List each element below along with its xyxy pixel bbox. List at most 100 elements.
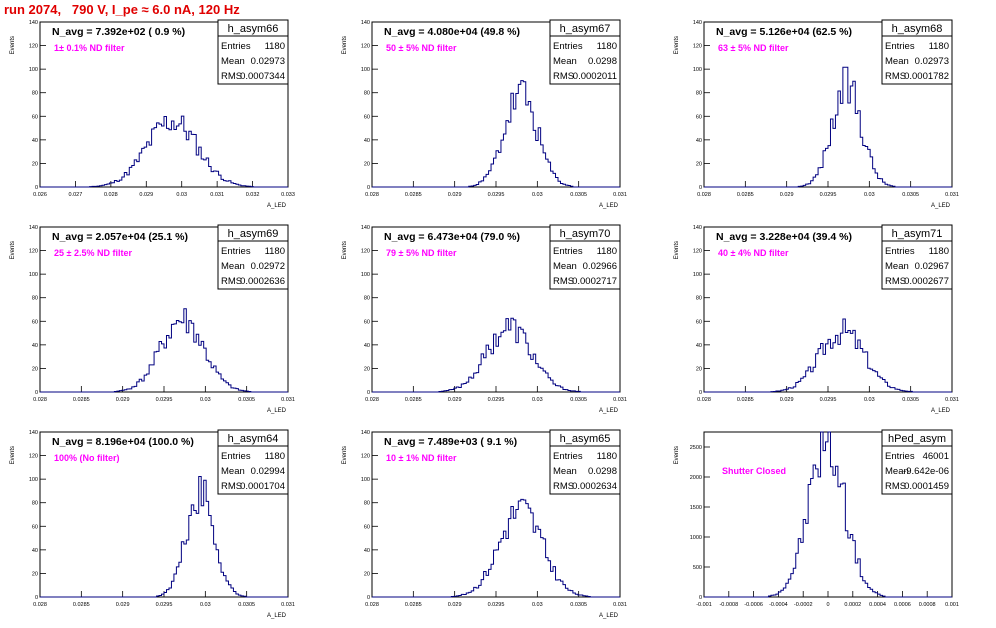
y-tick-label: 0	[699, 390, 702, 396]
x-tick-label: 0.028	[365, 602, 379, 608]
stat-value: 0.0298	[588, 466, 617, 477]
y-tick-label: 60	[364, 114, 370, 120]
stat-label: Entries	[553, 246, 583, 257]
stat-value: 0.0002677	[904, 276, 949, 287]
x-tick-label: 0.0305	[238, 602, 255, 608]
x-tick-label: 0.029	[139, 192, 153, 198]
x-tick-label: 0.03	[532, 397, 543, 403]
x-tick-label: 0.03	[200, 602, 211, 608]
histogram-name: h_asym67	[560, 23, 611, 35]
x-tick-label: 0.031	[281, 397, 295, 403]
histogram-name: h_asym64	[228, 433, 279, 445]
stats-body-box	[217, 240, 289, 290]
stat-value: 0.0001704	[240, 481, 285, 492]
x-tick-label: 0.029	[448, 602, 462, 608]
x-tick-label: 0.0295	[156, 602, 173, 608]
y-tick-label: 140	[361, 430, 370, 436]
stat-label: Mean	[553, 56, 577, 67]
filter-note: 40 ± 4% ND filter	[718, 248, 789, 258]
stat-label: RMS	[221, 481, 242, 492]
y-tick-label: 60	[696, 319, 702, 325]
y-tick-label: 140	[693, 225, 702, 231]
histogram-series	[704, 318, 952, 393]
stat-value: 1180	[597, 41, 617, 52]
x-tick-label: 0.028	[697, 192, 711, 198]
stat-value: 0.0001782	[904, 71, 949, 82]
y-tick-label: 2500	[690, 445, 702, 451]
stats-box: h_asym67 Entries 1180 Mean 0.0298 RMS0.000201…	[549, 19, 621, 85]
x-tick-label: 0.0295	[156, 397, 173, 403]
y-tick-label: 120	[361, 44, 370, 50]
y-tick-label: 100	[693, 272, 702, 278]
stat-label: Mean	[885, 466, 909, 477]
x-tick-label: 0.031	[945, 397, 959, 403]
stat-value: 1180	[929, 41, 949, 52]
x-tick-label: 0.033	[281, 192, 295, 198]
navg-label: N_avg = 7.392e+02 ( 0.9 %)	[52, 26, 185, 38]
stats-box: h_asym71 Entries 1180 Mean 0.02967 RMS0.00026…	[881, 224, 953, 290]
x-tick-label: 0.029	[780, 397, 794, 403]
y-tick-label: 60	[32, 524, 38, 530]
histogram-series	[704, 431, 952, 598]
filter-note: 63 ± 5% ND filter	[718, 43, 789, 53]
stat-value: 1180	[597, 451, 617, 462]
x-tick-label: 0.0285	[737, 397, 754, 403]
x-tick-label: 0.031	[945, 192, 959, 198]
y-tick-label: 120	[693, 249, 702, 255]
stat-label: Entries	[885, 451, 915, 462]
histogram-name: h_asym69	[228, 228, 279, 240]
stat-value: 0.02966	[583, 261, 617, 272]
stats-body-box	[549, 35, 621, 85]
stat-label: Entries	[221, 41, 251, 52]
x-tick-label: 0.031	[210, 192, 224, 198]
y-tick-label: 20	[696, 161, 702, 167]
x-tick-label: 0.032	[246, 192, 260, 198]
stat-label: Entries	[885, 41, 915, 52]
y-tick-label: 80	[364, 91, 370, 97]
y-tick-label: 40	[696, 138, 702, 144]
stat-label: Mean	[553, 261, 577, 272]
stat-value: 0.02973	[251, 56, 285, 67]
stat-value: 1180	[265, 246, 285, 257]
y-tick-label: 80	[32, 296, 38, 302]
stats-body-box	[881, 35, 953, 85]
stat-label: RMS	[553, 481, 574, 492]
y-tick-label: 0	[367, 185, 370, 191]
x-tick-label: 0.027	[69, 192, 83, 198]
y-tick-label: 140	[361, 20, 370, 26]
stats-box: h_asym70 Entries 1180 Mean 0.02966 RMS0.00027…	[549, 224, 621, 290]
y-axis-label: Events	[674, 36, 680, 54]
filter-note: Shutter Closed	[722, 466, 786, 476]
y-tick-label: 100	[29, 477, 38, 483]
filter-note: 10 ± 1% ND filter	[386, 453, 457, 463]
y-axis-label: Events	[10, 446, 16, 464]
histogram-panel: Events A_LED 0 20 40 60 80 100 120 140 0.028 0.0285…	[342, 19, 627, 209]
stat-value: 0.02972	[251, 261, 285, 272]
stats-body-box	[217, 35, 289, 85]
y-tick-label: 80	[696, 296, 702, 302]
x-axis-label: A_LED	[599, 613, 619, 619]
histogram-series	[372, 317, 620, 393]
stat-label: Mean	[885, 56, 909, 67]
stats-body-box	[217, 445, 289, 495]
y-tick-label: 40	[32, 343, 38, 349]
navg-label: N_avg = 6.473e+04 (79.0 %)	[384, 231, 520, 243]
x-tick-label: 0.0295	[488, 192, 505, 198]
y-tick-label: 20	[364, 571, 370, 577]
y-tick-label: 100	[693, 67, 702, 73]
x-axis-label: A_LED	[931, 408, 951, 414]
histogram-name: h_asym66	[228, 23, 279, 35]
x-tick-label: 0	[826, 602, 829, 608]
histogram-panel: Events A_LED 0 20 40 60 80 100 120 140 0.026 0.027 0…	[10, 19, 295, 209]
stats-body-box	[549, 240, 621, 290]
stat-label: Entries	[221, 451, 251, 462]
filter-note: 25 ± 2.5% ND filter	[54, 248, 132, 258]
filter-note: 1± 0.1% ND filter	[54, 43, 125, 53]
stat-label: RMS	[221, 71, 242, 82]
x-tick-label: -0.0008	[719, 602, 738, 608]
stats-body-box	[549, 445, 621, 495]
x-tick-label: 0.03	[864, 192, 875, 198]
x-tick-label: 0.028	[697, 397, 711, 403]
y-tick-label: 40	[364, 343, 370, 349]
y-tick-label: 0	[367, 390, 370, 396]
